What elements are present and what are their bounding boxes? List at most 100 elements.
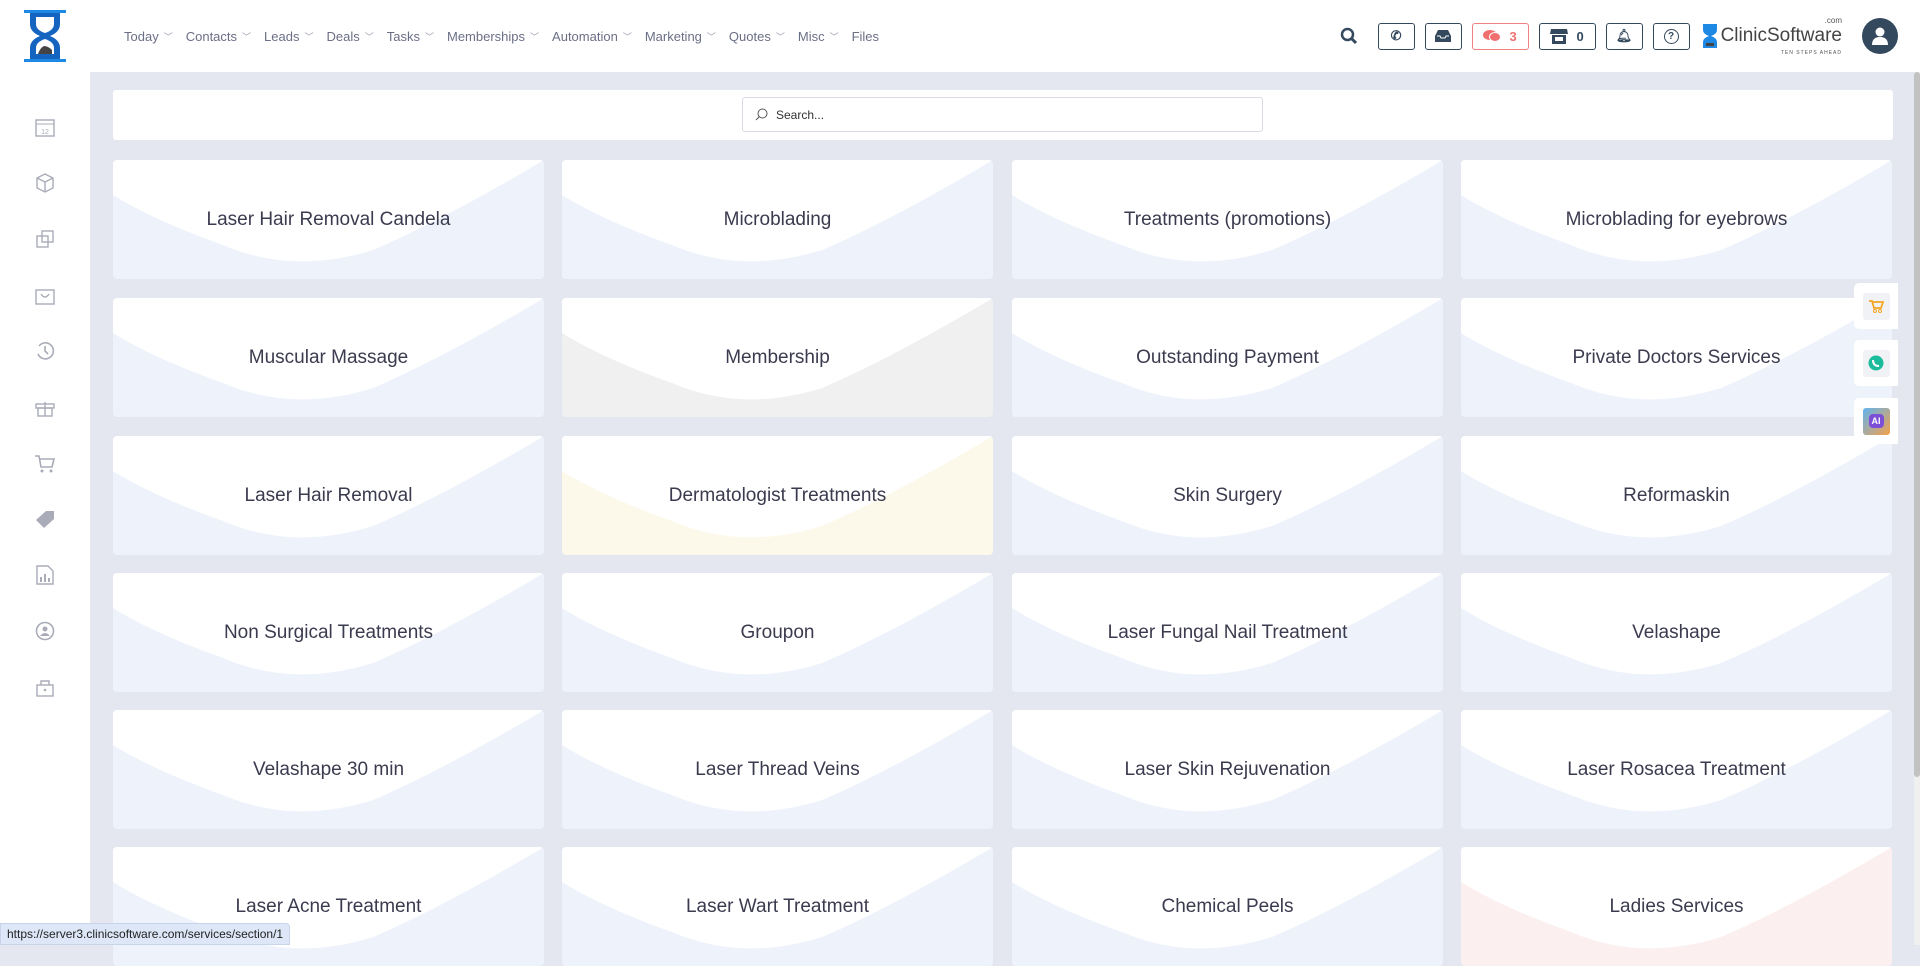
ai-icon: AI [1868, 414, 1884, 428]
scrollbar[interactable] [1914, 72, 1920, 945]
service-card[interactable]: Laser Skin Rejuvenation [1012, 710, 1443, 829]
cart-icon[interactable] [34, 452, 56, 474]
service-card[interactable]: Groupon [562, 573, 993, 692]
service-card-label: Muscular Massage [248, 346, 409, 368]
service-card[interactable]: Laser Acne Treatment [113, 847, 544, 966]
lock-icon[interactable] [34, 676, 56, 698]
store-icon [1550, 28, 1569, 44]
user-avatar[interactable] [1862, 18, 1898, 54]
chevron-down-icon: ﹀ [163, 31, 173, 42]
service-card[interactable]: Ladies Services [1461, 847, 1892, 966]
service-card[interactable]: Outstanding Payment [1012, 298, 1443, 417]
service-card[interactable]: Dermatologist Treatments [562, 436, 993, 555]
status-url: https://server3.clinicsoftware.com/servi… [0, 923, 291, 945]
nav-leads[interactable]: Leads ﹀ [264, 28, 314, 44]
search-icon [755, 108, 768, 121]
nav-tasks[interactable]: Tasks ﹀ [386, 28, 434, 44]
nav-contacts[interactable]: Contacts ﹀ [185, 28, 252, 44]
main-nav: Today ﹀ Contacts ﹀ Leads ﹀ Deals ﹀ Tasks ﹀ Members… [124, 0, 879, 72]
whatsapp-icon [1868, 355, 1884, 371]
user-circle-icon[interactable] [34, 620, 56, 642]
service-card[interactable]: Laser Wart Treatment [562, 847, 993, 966]
brand-hourglass-icon [1702, 24, 1717, 48]
phone-button[interactable]: ✆ [1377, 22, 1415, 50]
cart-floating-button[interactable] [1854, 283, 1898, 329]
service-card-label: Velashape [1632, 621, 1721, 643]
chevron-down-icon: ﹀ [829, 31, 839, 42]
nav-today[interactable]: Today ﹀ [124, 28, 173, 44]
service-card-label: Outstanding Payment [1136, 346, 1319, 368]
service-card-label: Microblading [723, 208, 832, 230]
service-card[interactable]: Laser Rosacea Treatment [1461, 710, 1892, 829]
report-icon[interactable] [34, 564, 56, 586]
service-card[interactable]: Microblading [562, 160, 993, 279]
copy-icon[interactable] [34, 228, 56, 250]
service-card-label: Laser Acne Treatment [235, 895, 422, 917]
calendar-icon[interactable]: 12 [34, 116, 56, 138]
service-card[interactable]: Skin Surgery [1012, 436, 1443, 555]
help-button[interactable]: ? [1652, 22, 1690, 50]
chevron-down-icon: ﹀ [424, 31, 434, 42]
service-card-label: Membership [725, 346, 830, 368]
service-card[interactable]: Chemical Peels [1012, 847, 1443, 966]
service-card[interactable]: Laser Thread Veins [562, 710, 993, 829]
nav-automation[interactable]: Automation ﹀ [552, 28, 632, 44]
user-icon [1872, 27, 1888, 45]
service-card-label: Skin Surgery [1173, 484, 1282, 506]
service-card-label: Laser Hair Removal Candela [206, 208, 451, 230]
ai-floating-button[interactable]: AI [1854, 398, 1898, 444]
cart-icon [1869, 300, 1884, 313]
basket-icon[interactable] [34, 284, 56, 306]
service-card[interactable]: Microblading for eyebrows [1461, 160, 1892, 279]
service-card[interactable]: Muscular Massage [113, 298, 544, 417]
service-card-label: Groupon [740, 621, 815, 643]
service-card[interactable]: Non Surgical Treatments [113, 573, 544, 692]
service-card[interactable]: Laser Hair Removal Candela [113, 160, 544, 279]
service-card[interactable]: Laser Hair Removal [113, 436, 544, 555]
service-card-label: Dermatologist Treatments [668, 484, 887, 506]
service-card[interactable]: Private Doctors Services [1461, 298, 1892, 417]
nav-memberships[interactable]: Memberships ﹀ [447, 28, 540, 44]
service-card-label: Laser Thread Veins [695, 758, 860, 780]
gift-icon[interactable] [34, 396, 56, 418]
history-icon[interactable] [34, 340, 56, 362]
service-card-label: Laser Rosacea Treatment [1567, 758, 1786, 780]
search-input[interactable]: Search... [742, 97, 1263, 132]
service-card[interactable]: Velashape [1461, 573, 1892, 692]
chevron-down-icon: ﹀ [622, 31, 632, 42]
app-logo[interactable] [22, 10, 68, 62]
service-card-label: Chemical Peels [1161, 895, 1294, 917]
nav-deals[interactable]: Deals ﹀ [326, 28, 374, 44]
inbox-button[interactable] [1424, 22, 1462, 50]
chevron-down-icon: ﹀ [304, 31, 314, 42]
tag-icon[interactable] [34, 508, 56, 530]
nav-files[interactable]: Files [851, 28, 880, 44]
search-icon[interactable] [1340, 27, 1358, 45]
notifications-button[interactable]: 🔔︎ [1605, 22, 1643, 50]
service-card-label: Laser Hair Removal [244, 484, 413, 506]
box-icon[interactable] [34, 172, 56, 194]
store-button[interactable]: 0 [1538, 22, 1596, 50]
messages-button[interactable]: 3 [1471, 22, 1529, 50]
service-card-label: Microblading for eyebrows [1565, 208, 1788, 230]
service-card[interactable]: Velashape 30 min [113, 710, 544, 829]
service-card[interactable]: Membership [562, 298, 993, 417]
chat-icon [1483, 30, 1502, 42]
service-card[interactable]: Reformaskin [1461, 436, 1892, 555]
chevron-down-icon: ﹀ [242, 31, 252, 42]
store-count: 0 [1576, 28, 1584, 44]
brand-logo: ClinicSoftware .com TEN STEPS AHEAD [1702, 16, 1842, 56]
messages-count: 3 [1509, 28, 1517, 44]
service-card-label: Laser Fungal Nail Treatment [1107, 621, 1348, 643]
whatsapp-floating-button[interactable] [1854, 340, 1898, 386]
nav-marketing[interactable]: Marketing ﹀ [644, 28, 716, 44]
svg-text:12: 12 [41, 129, 49, 136]
chevron-down-icon: ﹀ [775, 31, 785, 42]
service-card-label: Treatments (promotions) [1123, 208, 1332, 230]
nav-quotes[interactable]: Quotes ﹀ [728, 28, 785, 44]
service-card[interactable]: Laser Fungal Nail Treatment [1012, 573, 1443, 692]
service-card[interactable]: Treatments (promotions) [1012, 160, 1443, 279]
inbox-icon [1435, 30, 1452, 42]
service-card-label: Ladies Services [1609, 895, 1744, 917]
nav-misc[interactable]: Misc ﹀ [797, 28, 839, 44]
